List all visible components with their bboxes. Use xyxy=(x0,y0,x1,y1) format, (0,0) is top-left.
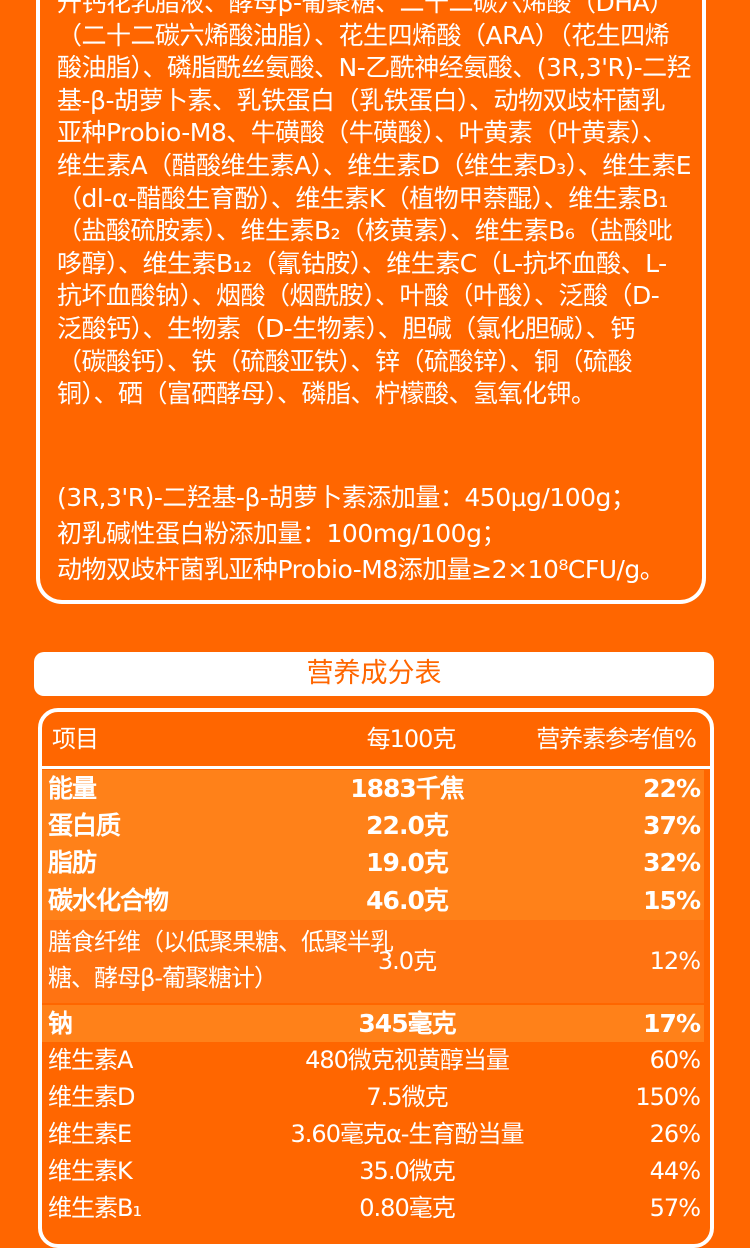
row-nrv: 37% xyxy=(643,811,701,840)
row-name: 维生素E xyxy=(48,1120,132,1148)
ingredients-line: 基-β-胡萝卜素、乳铁蛋白（乳铁蛋白）、动物双歧杆菌乳 xyxy=(57,85,666,115)
ingredients-line: 升钙花乳脂液、酵母β-葡聚糖、二十二碳六烯酸（DHA） xyxy=(57,0,674,17)
nutrition-table: 项目 每100克 营养素参考值% 能量 1883千焦 22% 蛋白质 22.0克 37% 脂… xyxy=(38,708,714,1248)
table-row: 维生素E 3.60毫克α-生育酚当量 26% xyxy=(42,1116,704,1153)
table-row: 维生素B₁ 0.80毫克 57% xyxy=(42,1190,704,1227)
addition-line: 动物双歧杆菌乳亚种Probio-M8添加量≥2×10⁸CFU/g。 xyxy=(57,555,665,584)
ingredients-line: 哆醇）、维生素B₁₂（氰钴胺）、维生素C（L-抗坏血酸、L- xyxy=(57,248,667,278)
row-name: 维生素D xyxy=(48,1083,135,1111)
row-value: 7.5微克 xyxy=(366,1083,448,1111)
nutrition-title: 营养成分表 xyxy=(34,652,714,696)
row-value: 0.80毫克 xyxy=(359,1194,455,1222)
table-row: 维生素D 7.5微克 150% xyxy=(42,1079,704,1116)
ingredients-line: 抗坏血酸钠）、烟酸（烟酰胺）、叶酸（叶酸）、泛酸（D- xyxy=(57,281,660,311)
row-value: 1883千焦 xyxy=(350,774,465,803)
ingredients-line: 亚种Probio-M8、牛磺酸（牛磺酸）、叶黄素（叶黄素）、 xyxy=(57,118,667,148)
row-name: 蛋白质 xyxy=(48,811,121,840)
row-name: 能量 xyxy=(48,774,97,803)
addition-line: (3R,3'R)-二羟基-β-胡萝卜素添加量：450μg/100g； xyxy=(57,483,636,512)
table-row: 脂肪 19.0克 32% xyxy=(42,844,704,882)
ingredients-line: （碳酸钙）、铁（硫酸亚铁）、锌（硫酸锌）、铜（硫酸 xyxy=(57,346,633,376)
header-row: 项目 每100克 营养素参考值% xyxy=(46,712,700,766)
ingredients-line: 泛酸钙）、生物素（D-生物素）、胆碱（氯化胆碱）、钙 xyxy=(57,313,635,343)
row-name-line: 糖、酵母β-葡聚糖计） xyxy=(48,964,278,992)
row-nrv: 22% xyxy=(643,774,701,803)
row-value: 22.0克 xyxy=(366,811,449,840)
row-value: 345毫克 xyxy=(358,1009,456,1038)
row-name: 脂肪 xyxy=(48,848,97,877)
row-value: 46.0克 xyxy=(366,886,449,915)
ingredients-list: 升钙花乳脂液、酵母β-葡聚糖、二十二碳六烯酸（DHA） （二十二碳六烯酸油脂）、… xyxy=(57,0,692,411)
row-value: 480微克视黄醇当量 xyxy=(305,1046,510,1074)
row-nrv: 26% xyxy=(649,1120,701,1148)
additions-list: (3R,3'R)-二羟基-β-胡萝卜素添加量：450μg/100g； 初乳碱性蛋… xyxy=(57,480,665,588)
table-row: 蛋白质 22.0克 37% xyxy=(42,807,704,844)
table-row: 膳食纤维（以低聚果糖、低聚半乳 糖、酵母β-葡聚糖计） 3.0克 12% xyxy=(42,920,704,1003)
table-header: 项目 每100克 营养素参考值% xyxy=(42,712,710,769)
row-nrv: 32% xyxy=(643,848,701,877)
row-nrv: 150% xyxy=(635,1083,701,1111)
row-value: 3.0克 xyxy=(377,947,437,975)
row-nrv: 15% xyxy=(643,886,701,915)
row-name-line: 膳食纤维（以低聚果糖、低聚半乳 xyxy=(48,928,394,956)
ingredients-line: 酸油脂）、磷脂酰丝氨酸、N-乙酰神经氨酸、(3R,3'R)-二羟 xyxy=(57,53,692,83)
row-value: 3.60毫克α-生育酚当量 xyxy=(290,1120,525,1148)
row-nrv: 17% xyxy=(643,1009,701,1038)
row-nrv: 60% xyxy=(649,1046,701,1074)
row-nrv: 44% xyxy=(649,1157,701,1185)
ingredients-line: （二十二碳六烯酸油脂）、花生四烯酸（ARA）（花生四烯 xyxy=(57,20,670,50)
ingredients-line: （dl-α-醋酸生育酚）、维生素K（植物甲萘醌）、维生素B₁ xyxy=(57,183,668,213)
ingredients-line: 铜）、硒（富硒酵母）、磷脂、柠檬酸、氢氧化钾。 xyxy=(57,379,596,409)
row-nrv: 57% xyxy=(649,1194,701,1222)
table-row: 碳水化合物 46.0克 15% xyxy=(42,882,704,920)
table-row: 能量 1883千焦 22% xyxy=(42,770,704,807)
row-value: 19.0克 xyxy=(366,848,449,877)
header-nrv: 营养素参考值% xyxy=(536,725,697,753)
row-name: 钠 xyxy=(48,1009,73,1038)
ingredients-line: 维生素A（醋酸维生素A）、维生素D（维生素D₃）、维生素E xyxy=(57,150,692,180)
row-value: 35.0微克 xyxy=(359,1157,455,1185)
addition-line: 初乳碱性蛋白粉添加量：100mg/100g； xyxy=(57,519,506,548)
row-name: 碳水化合物 xyxy=(48,886,169,915)
table-row: 维生素K 35.0微克 44% xyxy=(42,1153,704,1190)
ingredients-line: （盐酸硫胺素）、维生素B₂（核黄素）、维生素B₆（盐酸吡 xyxy=(57,216,673,246)
row-name: 维生素K xyxy=(48,1157,133,1185)
row-name: 膳食纤维（以低聚果糖、低聚半乳 糖、酵母β-葡聚糖计） xyxy=(48,924,394,996)
row-name: 维生素B₁ xyxy=(48,1194,142,1222)
header-item: 项目 xyxy=(52,725,99,753)
table-row: 维生素A 480微克视黄醇当量 60% xyxy=(42,1042,704,1079)
table-row: 钠 345毫克 17% xyxy=(42,1005,704,1042)
header-per100: 每100克 xyxy=(366,725,457,753)
ingredients-box: 升钙花乳脂液、酵母β-葡聚糖、二十二碳六烯酸（DHA） （二十二碳六烯酸油脂）、… xyxy=(36,0,706,604)
row-name: 维生素A xyxy=(48,1046,133,1074)
row-nrv: 12% xyxy=(649,947,701,975)
